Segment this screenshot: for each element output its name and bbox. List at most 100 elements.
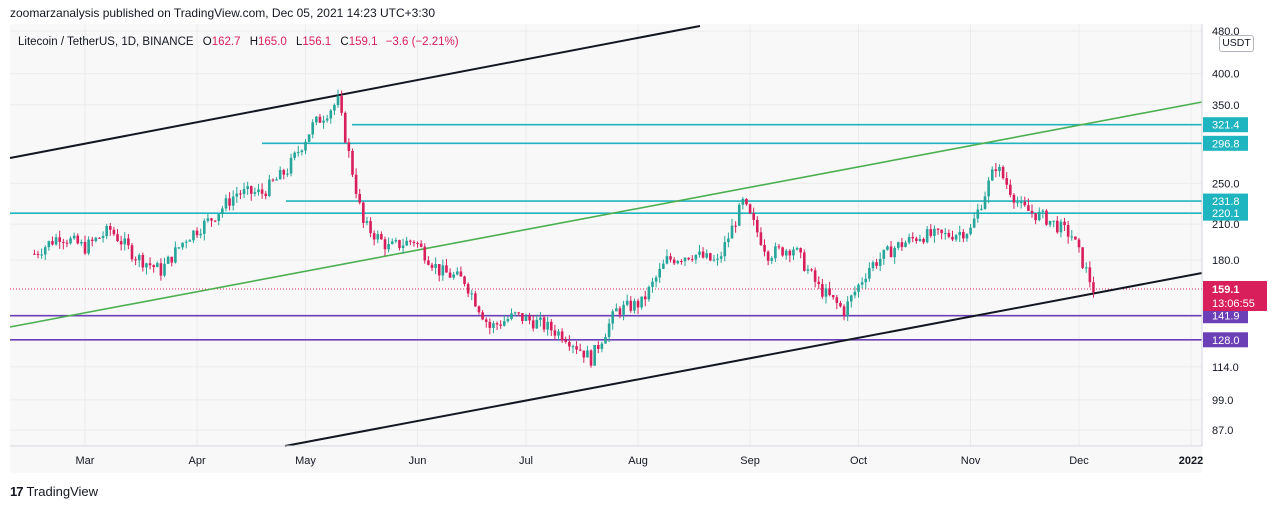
candle-body: [860, 282, 864, 285]
price-axis: 480.0400.0350.0250.0210.0180.0114.099.08…: [1201, 24, 1240, 446]
candle-body: [741, 198, 745, 205]
candle-body: [756, 219, 759, 233]
candle-body: [463, 276, 466, 285]
candle-body: [427, 260, 430, 265]
candle-body: [687, 257, 690, 260]
candle-body: [36, 253, 40, 255]
price-tick-label: 250.0: [1212, 178, 1240, 190]
candle-body: [242, 188, 246, 195]
high-label: H: [249, 36, 259, 48]
candle-body: [958, 232, 962, 236]
footer: 17 TradingView: [10, 484, 98, 499]
candle-body: [542, 317, 546, 330]
candle-body: [654, 277, 658, 282]
candle-body: [213, 220, 217, 222]
candle-body: [87, 239, 90, 254]
candle-body: [734, 225, 737, 227]
candle-body: [159, 263, 163, 276]
candle-body: [918, 238, 922, 241]
price-tick-label: 400.0: [1212, 69, 1240, 81]
candle-body: [849, 295, 853, 302]
candle-body: [940, 229, 943, 234]
candle-body: [1030, 210, 1034, 214]
currency-button[interactable]: USDT: [1219, 35, 1254, 52]
plot-background: [10, 24, 1202, 446]
candle-body: [1005, 178, 1009, 185]
candle-body: [781, 247, 784, 256]
candle-body: [535, 319, 539, 329]
time-tick-label: Mar: [76, 455, 95, 467]
candle-body: [315, 116, 318, 123]
candle-body: [336, 96, 340, 106]
candle-body: [217, 214, 221, 221]
time-tick-label: Apr: [188, 455, 205, 467]
candle-body: [752, 213, 755, 220]
candle-body: [163, 263, 166, 276]
candle-body: [784, 250, 788, 256]
candle-body: [235, 193, 239, 197]
chart-canvas[interactable]: 480.0400.0350.0250.0210.0180.0114.099.08…: [0, 24, 1280, 475]
price-tag-label: 128.0: [1212, 335, 1240, 347]
candle-body: [528, 316, 531, 321]
candle-body: [69, 238, 72, 244]
candle-body: [936, 228, 940, 230]
candle-body: [199, 233, 202, 236]
candle-body: [647, 286, 651, 300]
candle-body: [737, 204, 741, 226]
candle-body: [821, 283, 824, 297]
candle-body: [502, 321, 506, 326]
candle-body: [607, 323, 611, 338]
candle-body: [658, 268, 662, 278]
candle-body: [1059, 221, 1063, 233]
candle-body: [998, 167, 1001, 172]
candle-body: [705, 253, 709, 258]
candle-body: [557, 331, 560, 336]
candle-body: [80, 242, 83, 244]
candle-body: [831, 295, 835, 298]
price-tag-box: [1203, 117, 1248, 133]
price-tag-box: [1203, 332, 1248, 348]
candle-body: [112, 229, 116, 235]
candle-body: [152, 265, 155, 268]
candle-body: [539, 317, 542, 320]
candle-body: [260, 189, 264, 194]
candle-body: [177, 247, 181, 249]
price-tag-box: [1203, 135, 1248, 151]
change-value: −3.6 (−2.21%): [385, 36, 459, 48]
candle-body: [886, 246, 889, 250]
candle-body: [766, 251, 770, 261]
last-price-label: 159.1: [1212, 284, 1240, 296]
candle-body: [615, 308, 618, 312]
candle-body: [318, 116, 322, 123]
candle-body: [105, 226, 108, 237]
candle-body: [448, 272, 452, 278]
time-tick-label: Oct: [850, 455, 867, 467]
candle-body: [228, 198, 231, 206]
candle-body: [531, 320, 535, 329]
time-tick-label: Aug: [628, 455, 648, 467]
candle-body: [745, 198, 748, 205]
candle-body: [521, 313, 524, 321]
candle-body: [853, 291, 857, 296]
candle-body: [806, 269, 810, 271]
candle-body: [470, 293, 474, 295]
candle-body: [1016, 202, 1019, 204]
candle-body: [922, 238, 925, 243]
candle-body: [510, 313, 513, 319]
candle-body: [907, 236, 911, 243]
candle-body: [813, 270, 817, 282]
candle-body: [123, 238, 127, 245]
candle-body: [611, 311, 615, 324]
low-label: L: [296, 36, 303, 48]
candle-body: [669, 256, 672, 260]
candle-body: [983, 196, 987, 209]
candle-body: [1045, 210, 1048, 225]
candles: [33, 89, 1095, 368]
candle-body: [455, 271, 459, 275]
candle-body: [578, 349, 582, 351]
candle-body: [372, 233, 376, 240]
candle-body: [915, 238, 918, 241]
candle-body: [174, 247, 177, 263]
candle-body: [701, 251, 705, 258]
candle-body: [676, 261, 680, 264]
